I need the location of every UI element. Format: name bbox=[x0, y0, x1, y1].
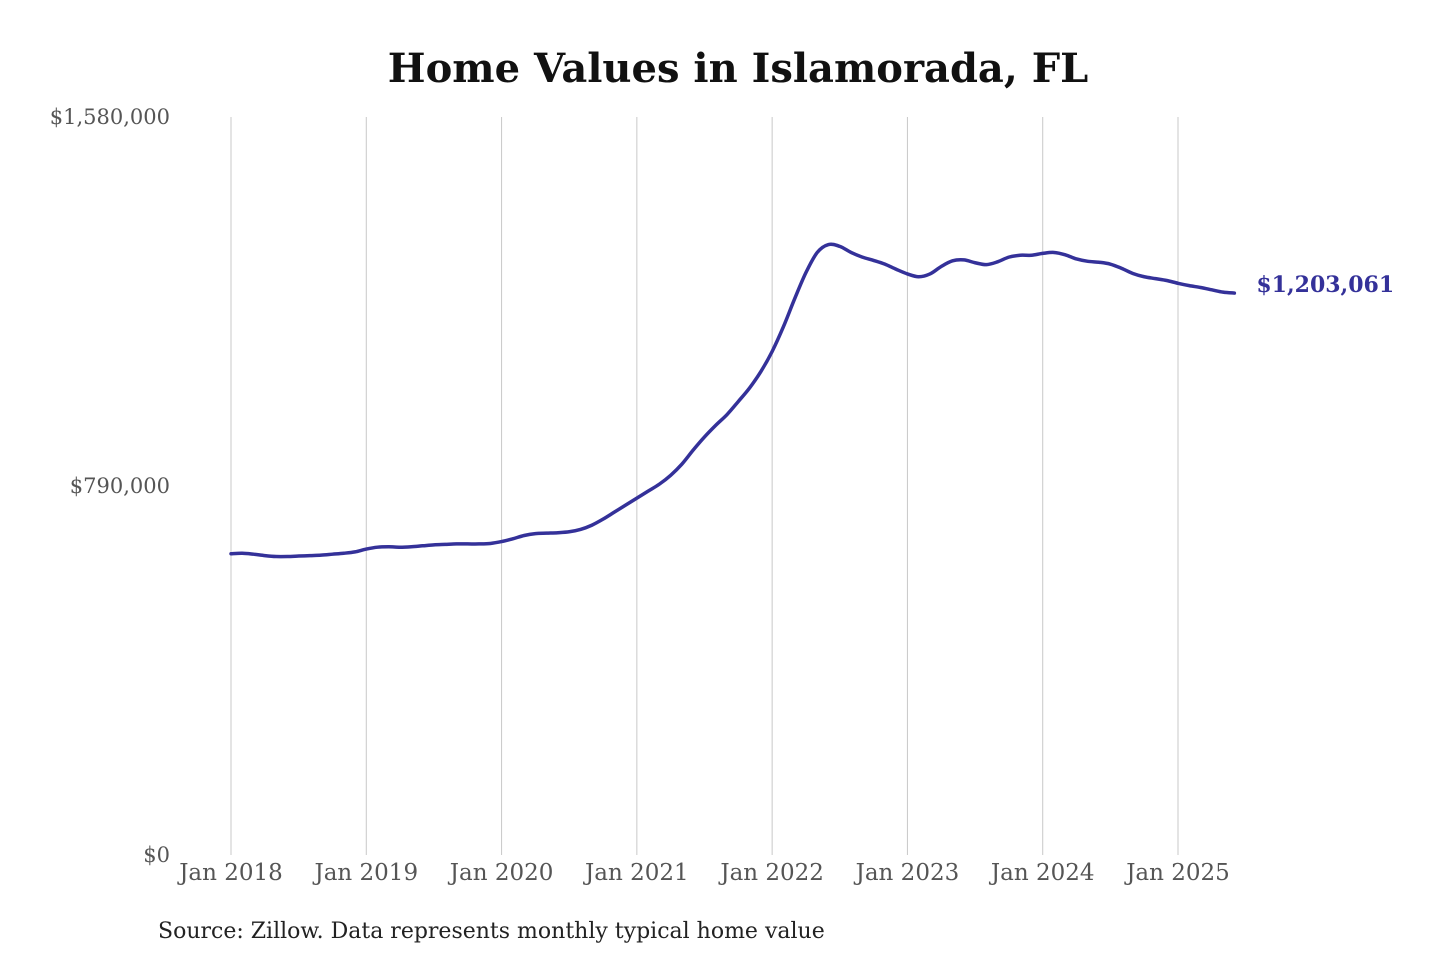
y-tick-label: $1,580,000 bbox=[50, 105, 170, 129]
source-note: Source: Zillow. Data represents monthly … bbox=[158, 919, 825, 944]
x-tick-label: Jan 2022 bbox=[718, 860, 824, 886]
x-axis-tick-labels: Jan 2018 Jan 2019 Jan 2020 Jan 2021 Jan 2022… bbox=[177, 860, 1230, 886]
x-tick-label: Jan 2018 bbox=[177, 860, 283, 886]
x-tick-label: Jan 2019 bbox=[312, 860, 418, 886]
x-tick-label: Jan 2023 bbox=[854, 860, 960, 886]
x-tick-label: Jan 2024 bbox=[989, 860, 1095, 886]
latest-value-label: $1,203,061 bbox=[1256, 272, 1394, 298]
chart-title: Home Values in Islamorada, FL bbox=[388, 45, 1088, 92]
x-tick-label: Jan 2021 bbox=[583, 860, 689, 886]
x-tick-label: Jan 2025 bbox=[1124, 860, 1230, 886]
y-tick-label: $790,000 bbox=[70, 474, 170, 498]
x-tick-label: Jan 2020 bbox=[448, 860, 554, 886]
y-tick-label: $0 bbox=[143, 843, 170, 867]
grid-lines bbox=[230, 117, 1179, 855]
y-axis-tick-labels: $0 $790,000 $1,580,000 bbox=[50, 105, 170, 867]
home-value-line bbox=[229, 242, 1237, 559]
